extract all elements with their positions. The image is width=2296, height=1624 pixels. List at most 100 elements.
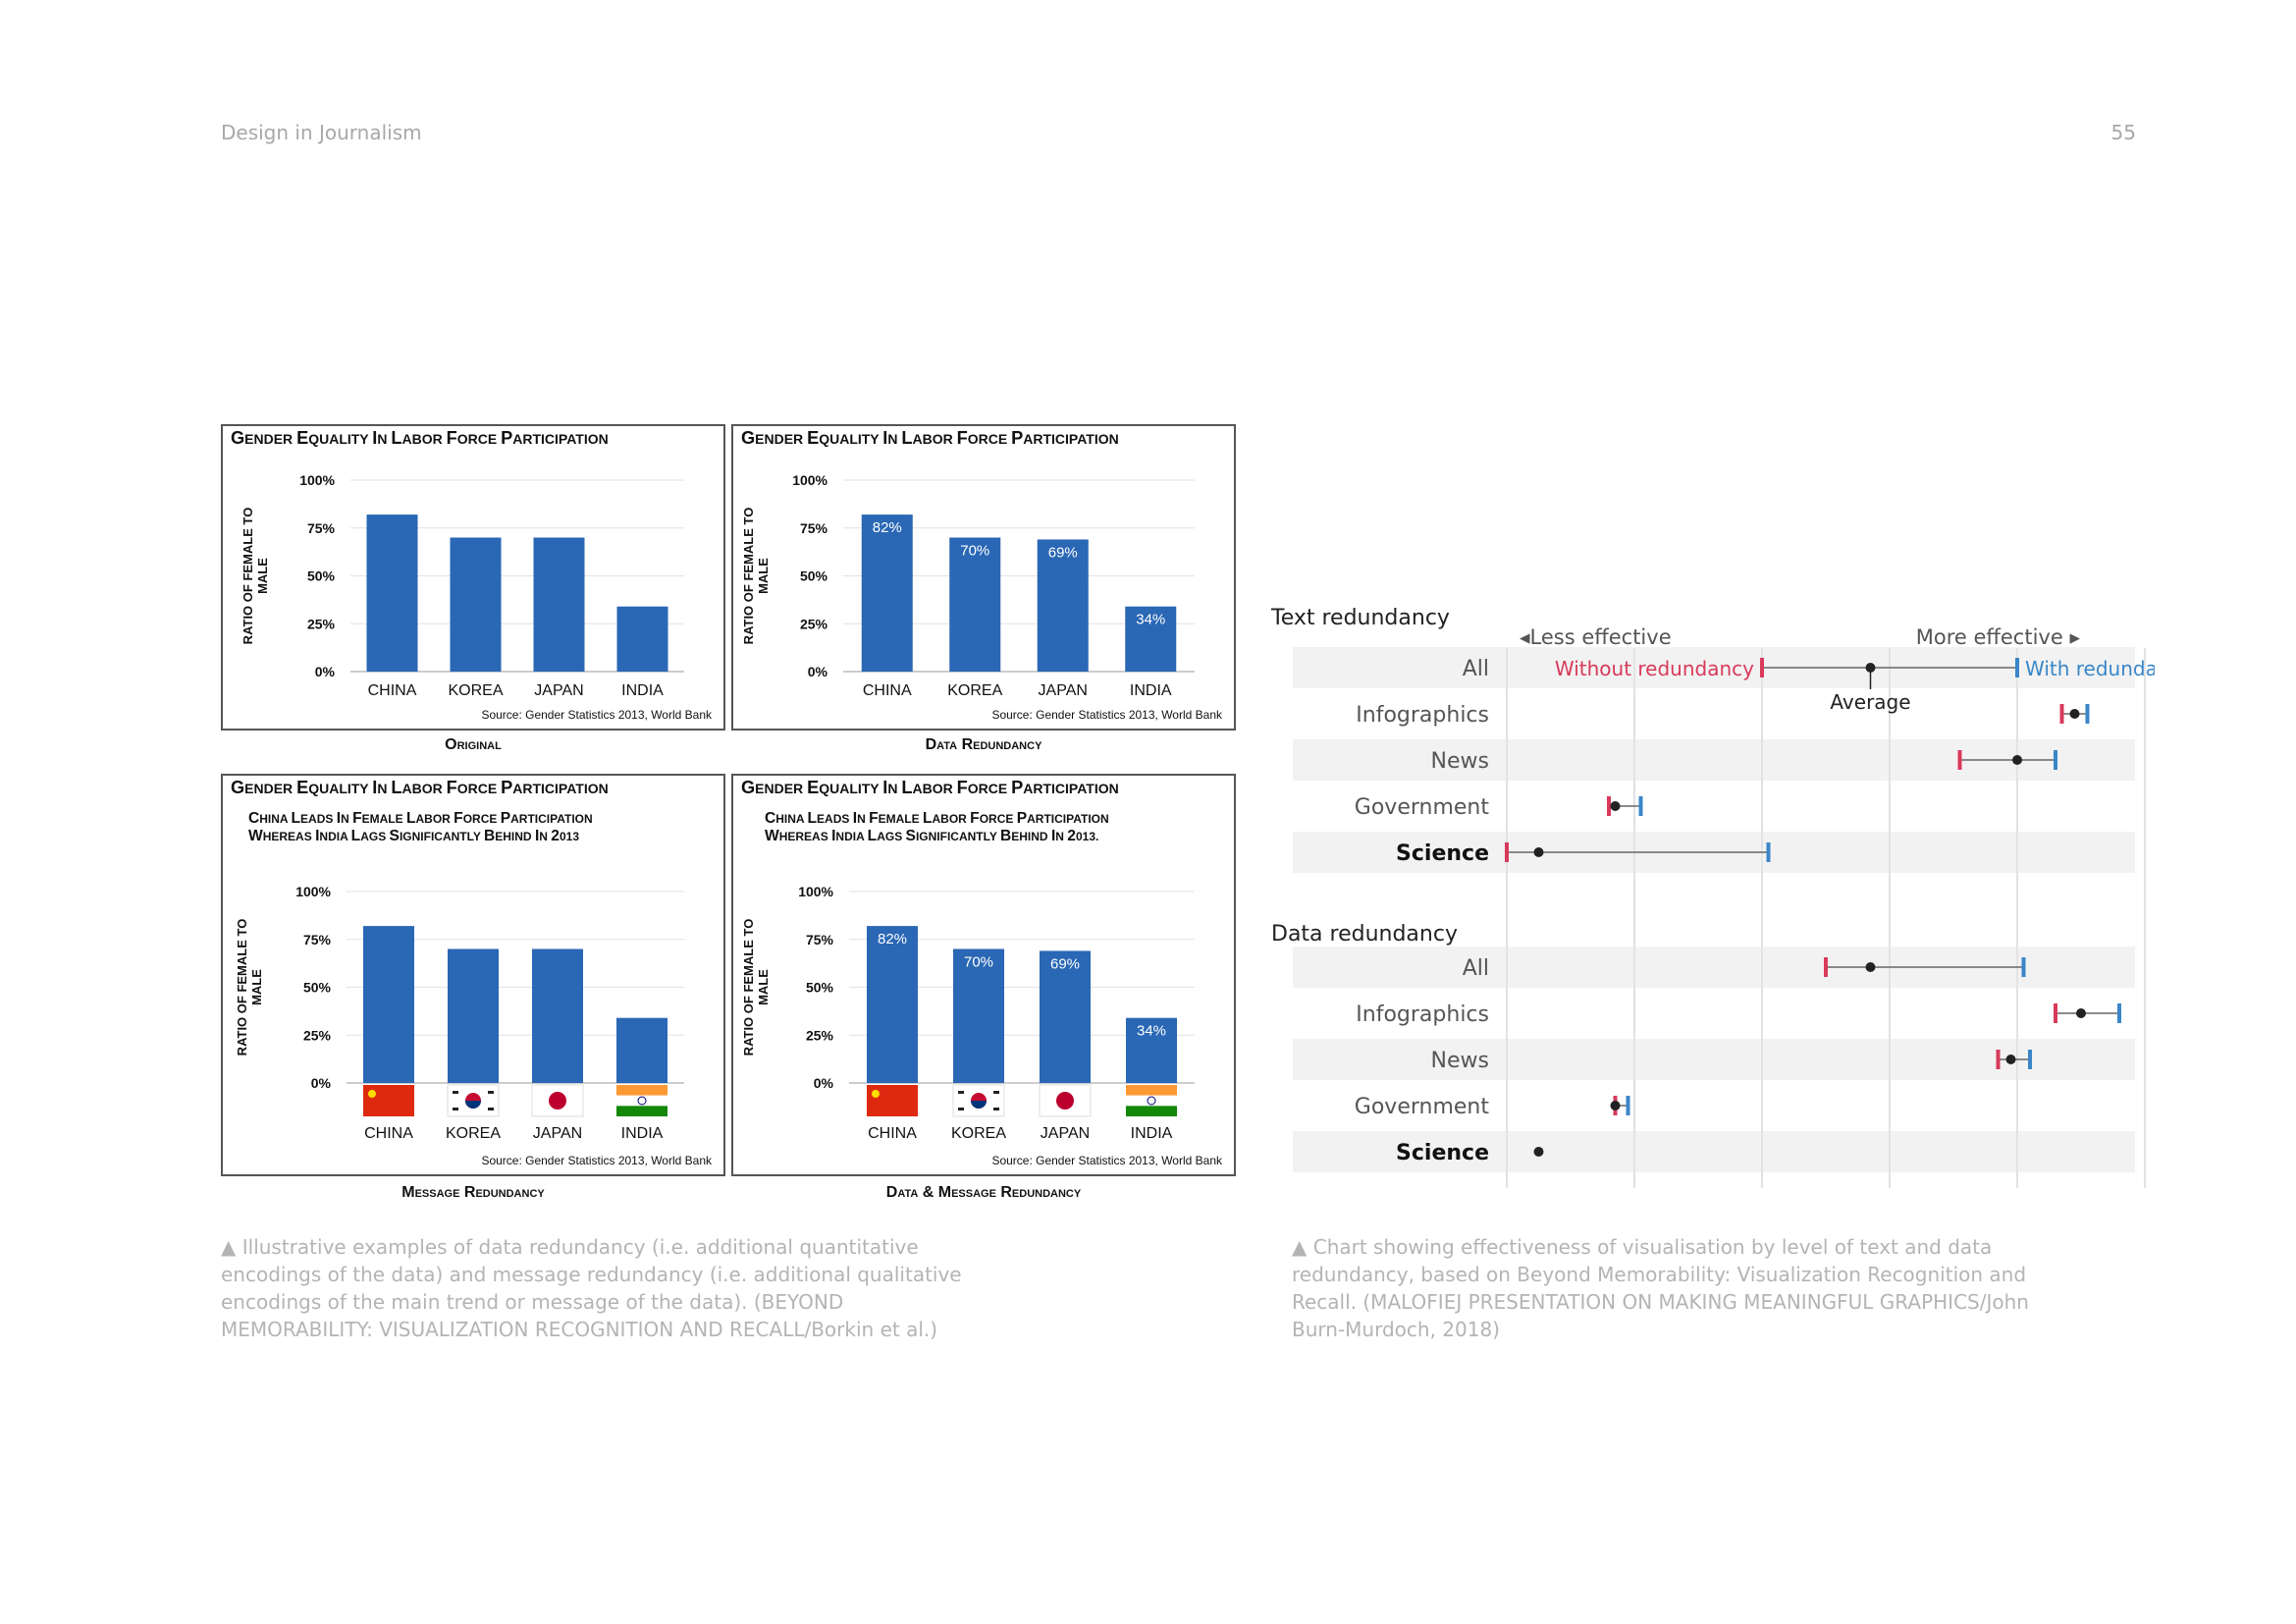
flag-trigram	[993, 1108, 999, 1110]
data-label: 82%	[878, 931, 907, 947]
source-note: Source: Gender Statistics 2013, World Ba…	[991, 1154, 1223, 1167]
flag-stripe	[616, 1106, 667, 1116]
y-tick-label: 100%	[792, 472, 828, 488]
y-tick-label: 75%	[800, 520, 828, 536]
y-tick-label: 75%	[806, 932, 834, 947]
x-tick-label: JAPAN	[534, 682, 583, 699]
bar-panel-original: GENDER EQUALITY IN LABOR FORCE PARTICIPA…	[221, 424, 725, 731]
bar-china	[861, 514, 913, 672]
y-tick-label: 50%	[806, 980, 834, 996]
x-tick-label: JAPAN	[533, 1125, 582, 1142]
india-flag-icon	[616, 1085, 667, 1096]
row-label: Government	[1355, 795, 1490, 820]
chart-title: GENDER EQUALITY IN LABOR FORCE PARTICIPA…	[741, 778, 1119, 797]
y-tick-label: 0%	[311, 1075, 332, 1091]
x-tick-label: JAPAN	[1039, 682, 1088, 699]
row-band	[1293, 1039, 2135, 1080]
flag-sun	[549, 1092, 566, 1110]
flag-trigram	[488, 1108, 494, 1110]
bar-china	[363, 926, 414, 1083]
y-axis-label: RATIO OF FEMALE TOMALE	[240, 508, 270, 645]
bar-korea	[949, 537, 1001, 672]
y-tick-label: 50%	[800, 568, 828, 584]
row-label: Government	[1355, 1095, 1490, 1119]
china-flag-icon	[867, 1085, 918, 1116]
source-note: Source: Gender Statistics 2013, World Ba…	[991, 708, 1223, 722]
row-label: Science	[1396, 841, 1489, 866]
bar-india	[1125, 606, 1177, 672]
x-tick-label: KOREA	[446, 1125, 501, 1142]
data-label: 70%	[964, 954, 993, 971]
flag-trigram	[453, 1108, 458, 1110]
data-label: 69%	[1048, 544, 1078, 561]
average-dot	[2076, 1008, 2086, 1018]
japan-flag-icon	[1039, 1084, 1092, 1117]
chart-title: GENDER EQUALITY IN LABOR FORCE PARTICIPA…	[741, 428, 1119, 448]
average-dot	[1865, 962, 1876, 972]
y-tick-label: 0%	[808, 664, 828, 679]
bar-korea	[450, 537, 502, 672]
y-tick-label: 25%	[806, 1027, 834, 1043]
data-label: 69%	[1050, 955, 1080, 972]
source-note: Source: Gender Statistics 2013, World Ba…	[481, 708, 713, 722]
chart-message-line-2: WHEREAS INDIA LAGS SIGNIFICANTLY BEHIND …	[248, 828, 579, 844]
y-tick-label: 25%	[303, 1027, 332, 1043]
y-axis-label: RATIO OF FEMALE TOMALE	[741, 508, 771, 645]
india-flag-icon	[1126, 1085, 1177, 1096]
bar-india	[616, 1017, 667, 1083]
caption-message-redundancy: Message Redundancy	[401, 1184, 545, 1201]
bar-japan	[533, 537, 585, 672]
flag-disc-bottom	[971, 1101, 987, 1109]
source-note: Source: Gender Statistics 2013, World Ba…	[481, 1154, 713, 1167]
x-tick-label: KOREA	[951, 1125, 1006, 1142]
legend-average: Average	[1830, 690, 1910, 714]
flag-star	[872, 1090, 880, 1098]
section-title: Data redundancy	[1271, 922, 1458, 947]
row-band	[1293, 1131, 2135, 1172]
y-tick-label: 25%	[800, 616, 828, 631]
flag-stripe	[1126, 1095, 1177, 1107]
average-dot	[2012, 755, 2022, 765]
y-axis-label: RATIO OF FEMALE TOMALE	[741, 919, 771, 1056]
bar-chart-svg: GENDER EQUALITY IN LABOR FORCE PARTICIPA…	[231, 428, 713, 722]
row-label: News	[1431, 749, 1489, 774]
section-title: Text redundancy	[1271, 606, 1450, 630]
row-label: All	[1463, 657, 1489, 681]
x-tick-label: INDIA	[621, 1125, 664, 1142]
caption-original: Original	[445, 736, 502, 753]
flag-stripe	[1126, 1106, 1177, 1116]
x-tick-label: JAPAN	[1041, 1125, 1090, 1142]
bar-panel-data-message-redundancy: GENDER EQUALITY IN LABOR FORCE PARTICIPA…	[731, 774, 1236, 1176]
legend-without-redundancy: Without redundancy	[1555, 657, 1754, 680]
y-tick-label: 100%	[798, 884, 833, 899]
flag-trigram	[993, 1091, 999, 1094]
figure-caption-left: ▲ Illustrative examples of data redundan…	[221, 1235, 962, 1341]
bar-korea	[953, 948, 1004, 1083]
data-label: 70%	[960, 543, 989, 560]
bar-china	[366, 514, 418, 672]
average-dot	[1533, 847, 1544, 857]
bar-japan	[1037, 539, 1089, 672]
caption-data-redundancy: Data Redundancy	[925, 736, 1042, 753]
running-head: Design in Journalism	[221, 121, 422, 144]
average-dot	[2005, 1055, 2016, 1064]
chart-message-line-2: WHEREAS INDIA LAGS SIGNIFICANTLY BEHIND …	[765, 828, 1098, 844]
bar-china	[867, 926, 918, 1083]
bar-japan	[1040, 950, 1091, 1083]
bar-panel-message-redundancy: GENDER EQUALITY IN LABOR FORCE PARTICIPA…	[221, 774, 725, 1176]
average-dot	[1610, 801, 1621, 811]
row-label: Science	[1396, 1141, 1489, 1165]
x-tick-label: KOREA	[448, 682, 503, 699]
bar-chart-svg: GENDER EQUALITY IN LABOR FORCE PARTICIPA…	[741, 428, 1223, 722]
china-flag-icon	[363, 1085, 414, 1116]
x-tick-label: INDIA	[1130, 682, 1172, 699]
y-tick-label: 0%	[814, 1075, 834, 1091]
legend-with-redundancy: With redundancy	[2025, 657, 2155, 680]
chart-message-line-1: CHINA LEADS IN FEMALE LABOR FORCE PARTIC…	[765, 810, 1109, 827]
y-tick-label: 75%	[307, 520, 336, 536]
average-dot	[1610, 1101, 1621, 1110]
flag-wheel	[1147, 1096, 1156, 1106]
row-label: All	[1463, 956, 1489, 981]
bar-india	[616, 606, 668, 672]
average-dot	[1533, 1147, 1544, 1157]
